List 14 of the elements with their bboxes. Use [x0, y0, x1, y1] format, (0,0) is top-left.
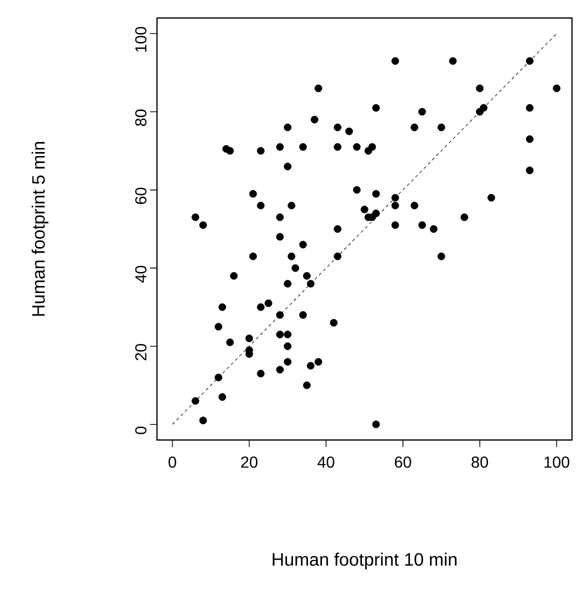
y-tick-label: 40 — [135, 266, 146, 283]
x-tick-label: 60 — [394, 456, 412, 468]
y-tick-label: 0 — [135, 426, 146, 434]
x-tick-label: 20 — [241, 456, 258, 468]
y-tick-label: 60 — [135, 188, 146, 204]
x-axis-title: Human footprint 10 min — [272, 552, 456, 570]
y-tick-label: 80 — [135, 110, 146, 126]
y-tick-label: 20 — [135, 344, 146, 360]
x-tick-label: 100 — [544, 456, 570, 468]
x-tick-label: 0 — [168, 456, 176, 468]
x-tick-label: 80 — [472, 456, 488, 468]
x-tick-label: 40 — [318, 456, 334, 468]
y-tick-label: 100 — [135, 26, 146, 52]
y-axis-title: Human footprint 5 min — [32, 142, 48, 316]
